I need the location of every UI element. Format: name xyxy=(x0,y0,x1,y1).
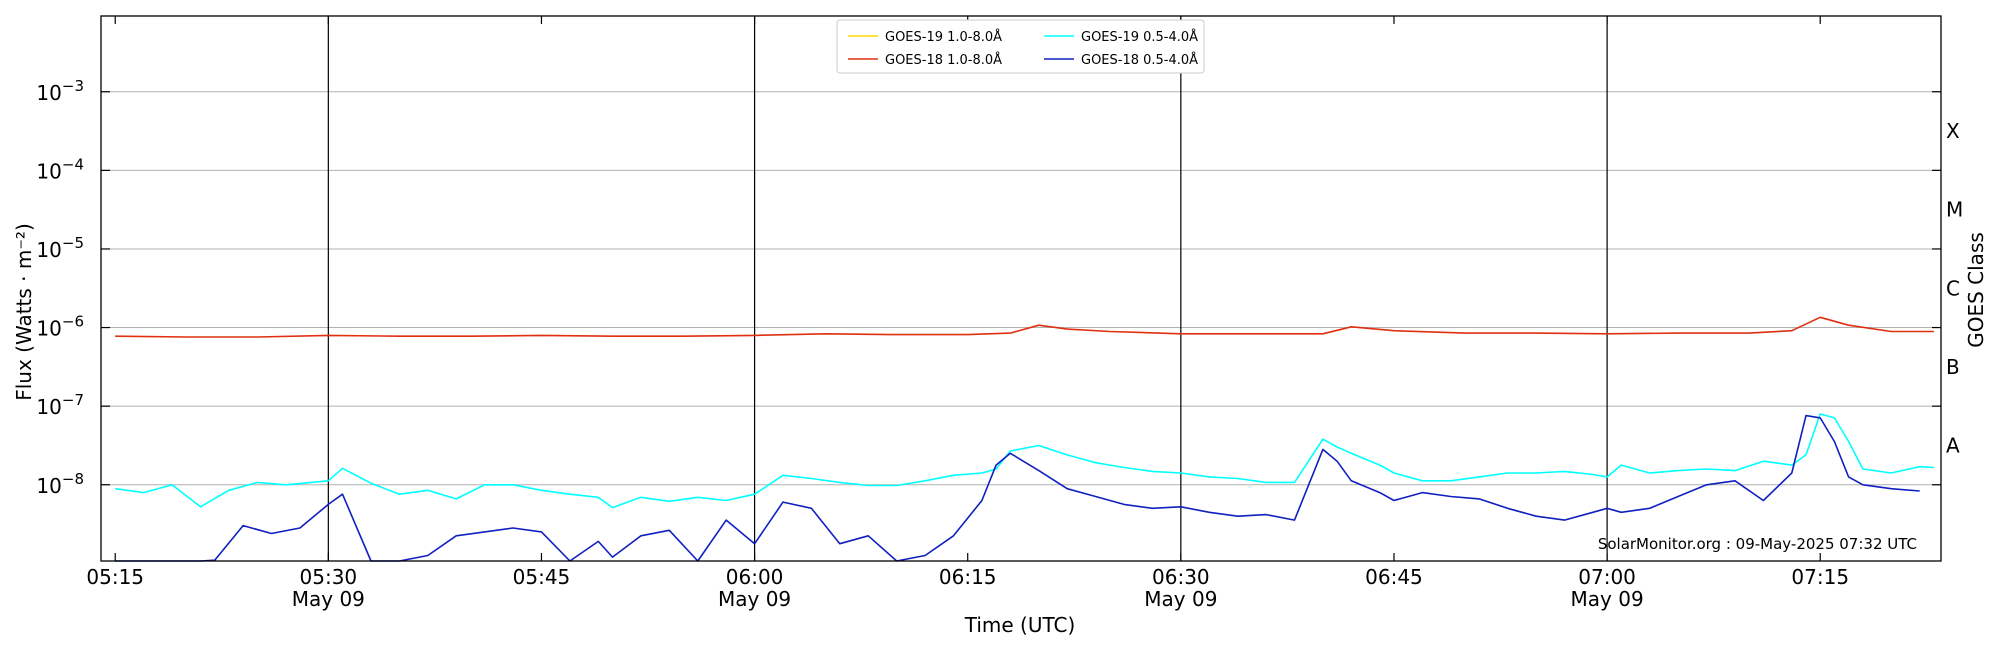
x-tick-label: 06:30 xyxy=(1152,565,1210,589)
x-tick-label: 07:15 xyxy=(1791,565,1849,589)
x-tick-label: 06:00 xyxy=(726,565,784,589)
x-tick-date-label: May 09 xyxy=(1144,587,1217,611)
credit-text: SolarMonitor.org : 09-May-2025 07:32 UTC xyxy=(1598,535,1917,553)
legend-label: GOES-19 0.5-4.0Å xyxy=(1081,29,1198,45)
y-axis-ticks: 10−8 10−7 10−6 10−5 10−4 10−3 xyxy=(36,77,1941,498)
x-tick-date-label: May 09 xyxy=(292,587,365,611)
y-tick-label: 10−7 xyxy=(36,391,84,419)
y-tick-label: 10−5 xyxy=(36,234,84,262)
goes-class-label: M xyxy=(1946,198,1963,222)
y-axis-title: Flux (Watts · m⁻²) xyxy=(12,223,36,401)
x-tick-label: 07:00 xyxy=(1578,565,1636,589)
x-tick-date-label: May 09 xyxy=(718,587,791,611)
legend: GOES-19 1.0-8.0Å GOES-18 1.0-8.0Å GOES-19 … xyxy=(836,19,1205,74)
y-tick-label: 10−3 xyxy=(36,77,84,105)
x-tick-label: 06:45 xyxy=(1365,565,1423,589)
series-line xyxy=(115,413,1934,509)
series-line xyxy=(115,316,1934,338)
goes-class-label: X xyxy=(1946,119,1960,143)
x-tick-label: 05:45 xyxy=(513,565,571,589)
x-axis-title: Time (UTC) xyxy=(964,613,1076,637)
y-tick-label: 10−8 xyxy=(36,470,84,498)
goes-class-label: C xyxy=(1946,276,1960,300)
x-tick-label: 05:30 xyxy=(300,565,358,589)
secondary-y-axis-title: GOES Class xyxy=(1964,232,1988,348)
day-boundary-vertical-lines xyxy=(327,16,1608,561)
plot-frame-rect xyxy=(100,15,1942,562)
goes-class-labels: A B C M X xyxy=(1946,119,1963,457)
legend-label: GOES-18 1.0-8.0Å xyxy=(885,52,1002,68)
plot-series xyxy=(115,316,1934,562)
x-tick-label: 06:15 xyxy=(939,565,997,589)
goes-class-label: A xyxy=(1946,433,1960,457)
plot-frame xyxy=(100,15,1942,562)
y-tick-label: 10−6 xyxy=(36,313,84,341)
legend-label: GOES-19 1.0-8.0Å xyxy=(885,29,1002,45)
goes-class-label: B xyxy=(1946,355,1960,379)
x-tick-date-label: May 09 xyxy=(1571,587,1644,611)
x-tick-label: 05:15 xyxy=(86,565,144,589)
y-tick-label: 10−4 xyxy=(36,155,84,183)
horizontal-gridlines xyxy=(101,91,1941,486)
series-line xyxy=(115,414,1920,562)
legend-box xyxy=(836,19,1205,74)
legend-label: GOES-18 0.5-4.0Å xyxy=(1081,52,1198,68)
